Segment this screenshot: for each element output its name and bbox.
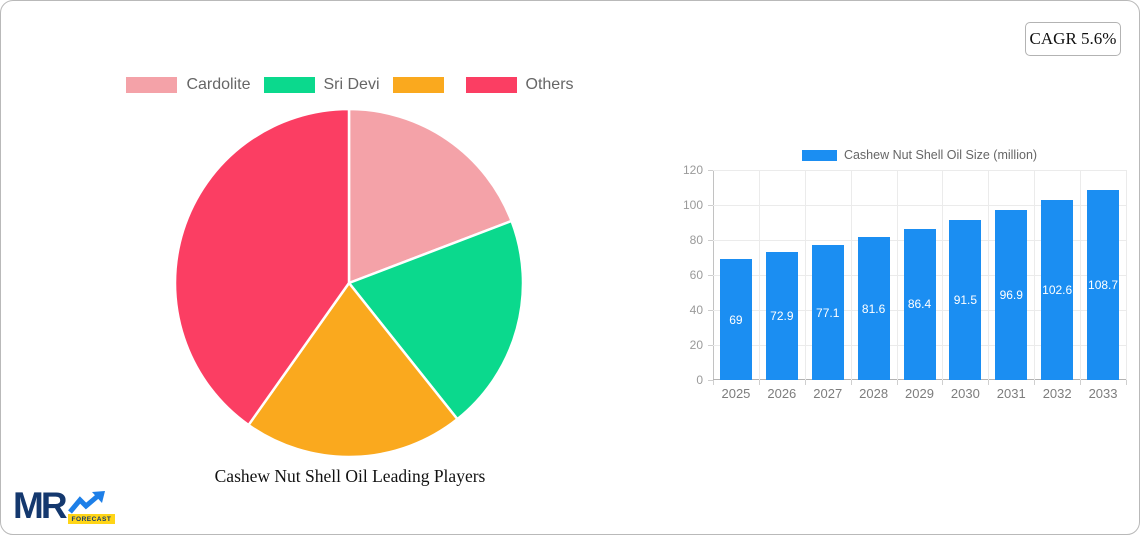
x-tick-mark <box>850 380 852 385</box>
y-tick-label: 100 <box>682 198 703 212</box>
gridline-vertical <box>1126 170 1127 380</box>
bar-value-label: 77.1 <box>816 305 840 320</box>
y-tick-label: 20 <box>689 338 703 352</box>
pie-slice-unnamed[interactable] <box>247 281 459 459</box>
y-tick-mark <box>708 240 713 241</box>
y-tick-label: 40 <box>689 303 703 317</box>
x-tick-label: 2033 <box>1088 386 1118 401</box>
bar-2028[interactable]: 81.6 <box>857 237 890 380</box>
y-tick-mark <box>708 205 713 206</box>
bar-2026[interactable]: 72.9 <box>765 252 798 380</box>
gridline-vertical <box>988 170 990 380</box>
gridline-horizontal <box>713 205 1126 206</box>
pie-legend-item-cardolite[interactable]: Cardolite <box>126 76 251 94</box>
y-tick-mark <box>708 170 713 171</box>
pie-slice-sri-devi[interactable] <box>347 219 525 421</box>
x-tick-mark <box>896 380 898 385</box>
pie-chart-title: Cashew Nut Shell Oil Leading Players <box>214 466 486 486</box>
pie-legend: Cardolite Sri Devi Others <box>0 74 700 96</box>
y-tick-mark <box>708 380 713 381</box>
x-tick-mark <box>1080 380 1082 385</box>
x-tick-mark <box>1126 380 1127 385</box>
bar-value-label: 108.7 <box>1088 277 1119 292</box>
x-tick-mark <box>804 380 806 385</box>
y-tick-label: 120 <box>682 163 703 177</box>
bar-2033[interactable]: 108.7 <box>1087 189 1120 380</box>
gridline-vertical <box>1080 170 1082 380</box>
y-tick-mark <box>708 275 713 276</box>
x-tick-label: 2026 <box>767 386 797 401</box>
pie-legend-swatch <box>465 77 517 93</box>
bar-legend-swatch <box>801 149 837 161</box>
x-tick-label: 2029 <box>905 386 934 401</box>
bar-value-label: 96.9 <box>999 288 1023 303</box>
x-tick-mark <box>1034 380 1036 385</box>
bar-value-label: 72.9 <box>770 309 794 324</box>
y-tick-mark <box>708 345 713 346</box>
x-tick-mark <box>988 380 990 385</box>
bar-2032[interactable]: 102.6 <box>1041 200 1074 380</box>
bar-2025[interactable]: 69 <box>719 259 752 380</box>
pie-chart[interactable] <box>173 107 525 459</box>
gridline-vertical <box>1034 170 1036 380</box>
y-tick-label: 0 <box>696 373 703 387</box>
x-tick-label: 2031 <box>996 386 1026 401</box>
pie-legend-label: Cardolite <box>186 76 251 93</box>
bar-value-label: 102.6 <box>1042 283 1073 298</box>
bar-chart: 0 20 40 60 80 100 120 69 2025 72.9 2026 77.1 2027 81.… <box>683 163 1127 401</box>
x-tick-mark <box>758 380 760 385</box>
x-tick-mark <box>942 380 944 385</box>
gridline-vertical <box>896 170 898 380</box>
bar-2027[interactable]: 77.1 <box>811 245 844 380</box>
bar-legend[interactable]: Cashew Nut Shell Oil Size (million) <box>713 147 1126 163</box>
gridline-vertical <box>850 170 852 380</box>
trend-arrow-icon <box>67 491 105 514</box>
y-tick-mark <box>708 310 713 311</box>
pie-legend-swatch <box>392 77 444 93</box>
x-tick-label: 2030 <box>950 386 980 401</box>
pie-legend-item-sri-devi[interactable]: Sri Devi <box>263 76 380 94</box>
x-tick-label: 2025 <box>721 386 751 401</box>
y-tick-label: 80 <box>689 233 703 247</box>
logo-forecast-text: FORECAST <box>67 514 116 524</box>
x-tick-label: 2028 <box>859 386 889 401</box>
pie-legend-item-unnamed[interactable] <box>392 77 453 93</box>
pie-slice-cardolite[interactable] <box>347 107 513 285</box>
bar-2031[interactable]: 96.9 <box>995 210 1028 380</box>
bar-value-label: 69 <box>729 312 743 327</box>
pie-legend-item-others[interactable]: Others <box>465 76 574 94</box>
y-tick-label: 60 <box>689 268 703 282</box>
mr-forecast-logo: MR FORECAST <box>13 485 116 526</box>
x-tick-mark <box>713 380 714 385</box>
logo-mr-text: MR <box>13 485 68 526</box>
bar-value-label: 91.5 <box>953 292 978 307</box>
x-tick-label: 2032 <box>1042 386 1072 401</box>
bar-2030[interactable]: 91.5 <box>949 219 982 380</box>
gridline-vertical <box>942 170 944 380</box>
pie-legend-label: Others <box>525 76 574 93</box>
cagr-badge-label: CAGR 5.6% <box>1029 29 1117 48</box>
gridline-horizontal <box>713 170 1126 171</box>
pie-legend-swatch <box>263 77 315 93</box>
x-tick-label: 2027 <box>813 386 843 401</box>
bar-legend-label: Cashew Nut Shell Oil Size (million) <box>843 148 1038 162</box>
pie-legend-label: Sri Devi <box>323 76 380 93</box>
bar-value-label: 81.6 <box>861 301 886 316</box>
pie-legend-swatch <box>126 77 178 93</box>
cagr-badge: CAGR 5.6% <box>1025 22 1121 56</box>
gridline-vertical <box>758 170 760 380</box>
pie-slice-others[interactable] <box>173 107 351 427</box>
bar-2029[interactable]: 86.4 <box>903 228 936 380</box>
gridline-vertical <box>804 170 806 380</box>
bar-value-label: 86.4 <box>907 297 932 312</box>
